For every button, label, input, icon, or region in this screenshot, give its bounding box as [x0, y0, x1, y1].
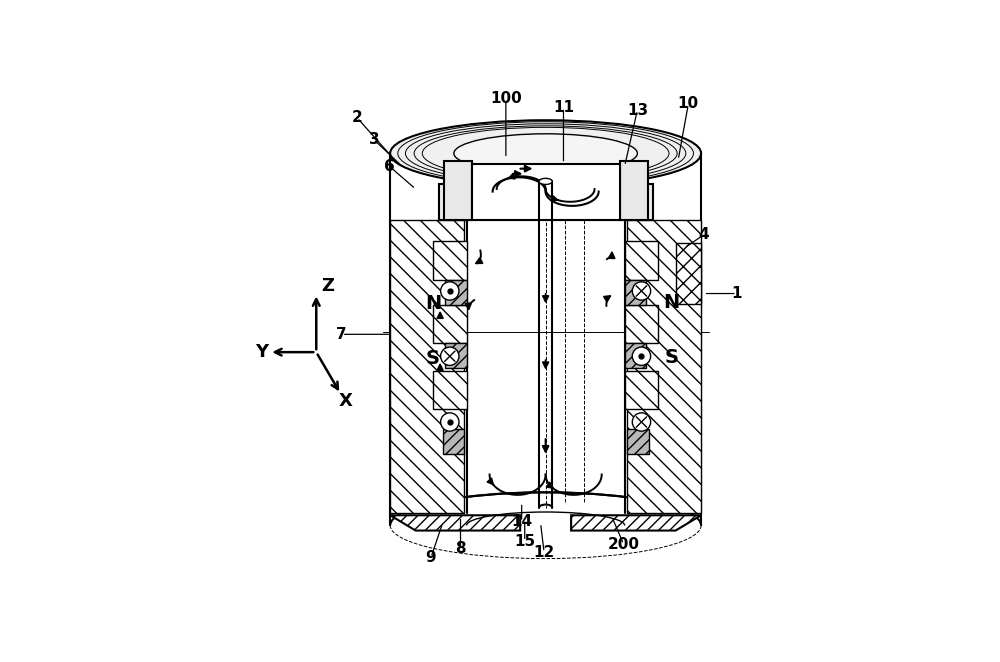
- Polygon shape: [625, 343, 646, 369]
- Polygon shape: [676, 242, 701, 304]
- Text: 7: 7: [336, 327, 347, 342]
- Text: N: N: [425, 294, 441, 313]
- Circle shape: [441, 347, 459, 365]
- Text: 10: 10: [678, 97, 699, 111]
- Ellipse shape: [539, 178, 552, 185]
- Text: Z: Z: [321, 277, 334, 295]
- Polygon shape: [433, 305, 467, 343]
- Text: Y: Y: [255, 343, 268, 361]
- Text: 13: 13: [627, 103, 648, 118]
- Text: 15: 15: [514, 534, 535, 549]
- Text: 100: 100: [490, 91, 522, 107]
- Polygon shape: [625, 241, 658, 279]
- Polygon shape: [472, 164, 620, 220]
- Text: S: S: [665, 348, 679, 367]
- Text: 1: 1: [732, 286, 742, 301]
- Polygon shape: [390, 220, 464, 512]
- Circle shape: [632, 347, 651, 365]
- Text: 8: 8: [455, 541, 466, 556]
- Text: 12: 12: [533, 545, 555, 560]
- Polygon shape: [445, 280, 467, 305]
- Ellipse shape: [454, 134, 637, 173]
- Polygon shape: [625, 371, 658, 410]
- Text: 4: 4: [698, 228, 709, 242]
- Text: S: S: [426, 350, 440, 368]
- Polygon shape: [627, 428, 649, 454]
- Text: 2: 2: [352, 110, 362, 125]
- Polygon shape: [445, 343, 467, 369]
- Polygon shape: [433, 241, 467, 279]
- Polygon shape: [439, 184, 653, 220]
- Polygon shape: [625, 280, 646, 305]
- Circle shape: [441, 282, 459, 300]
- Text: 9: 9: [426, 550, 436, 565]
- Polygon shape: [620, 161, 648, 220]
- Polygon shape: [444, 161, 472, 220]
- Text: 200: 200: [608, 537, 640, 552]
- Text: N: N: [663, 293, 680, 312]
- Polygon shape: [571, 515, 701, 530]
- Circle shape: [441, 413, 459, 431]
- Polygon shape: [625, 305, 658, 343]
- Text: 14: 14: [511, 514, 532, 530]
- Polygon shape: [433, 371, 467, 410]
- Circle shape: [632, 282, 651, 300]
- Text: 11: 11: [553, 100, 574, 115]
- Text: 3: 3: [369, 132, 379, 147]
- Polygon shape: [627, 220, 701, 512]
- Text: 6: 6: [384, 159, 395, 173]
- Polygon shape: [443, 428, 464, 454]
- Polygon shape: [390, 515, 520, 530]
- Text: X: X: [339, 392, 353, 410]
- Circle shape: [632, 413, 651, 431]
- Ellipse shape: [390, 120, 701, 187]
